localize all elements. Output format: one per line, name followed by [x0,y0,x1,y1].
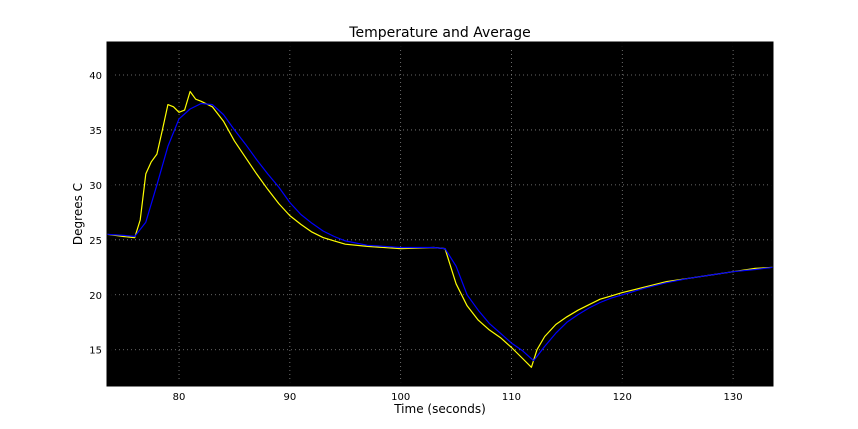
x-axis-label: Time (seconds) [393,402,486,416]
chart-title: Temperature and Average [348,25,530,41]
x-tick-label: 80 [173,392,186,403]
series-line-1 [106,102,774,362]
plot-area [107,42,773,386]
x-tick-label: 120 [613,392,632,403]
series-line-0 [106,90,774,368]
y-ticks: 15 20 25 30 35 40 [89,71,773,357]
x-ticks: 80 90 100 110 120 130 [173,42,743,403]
series-layer [106,90,774,368]
x-tick-label: 100 [391,392,410,403]
y-tick-label: 40 [89,71,102,82]
grid [107,42,773,386]
y-tick-label: 15 [89,346,102,357]
y-tick-label: 35 [89,126,102,137]
plot-frame [106,41,774,387]
y-axis-label: Degrees C [71,183,85,245]
y-tick-label: 20 [89,291,102,302]
x-tick-label: 130 [724,392,743,403]
y-tick-label: 25 [89,236,102,247]
x-tick-label: 90 [283,392,296,403]
y-tick-label: 30 [89,181,102,192]
x-tick-label: 110 [502,392,521,403]
